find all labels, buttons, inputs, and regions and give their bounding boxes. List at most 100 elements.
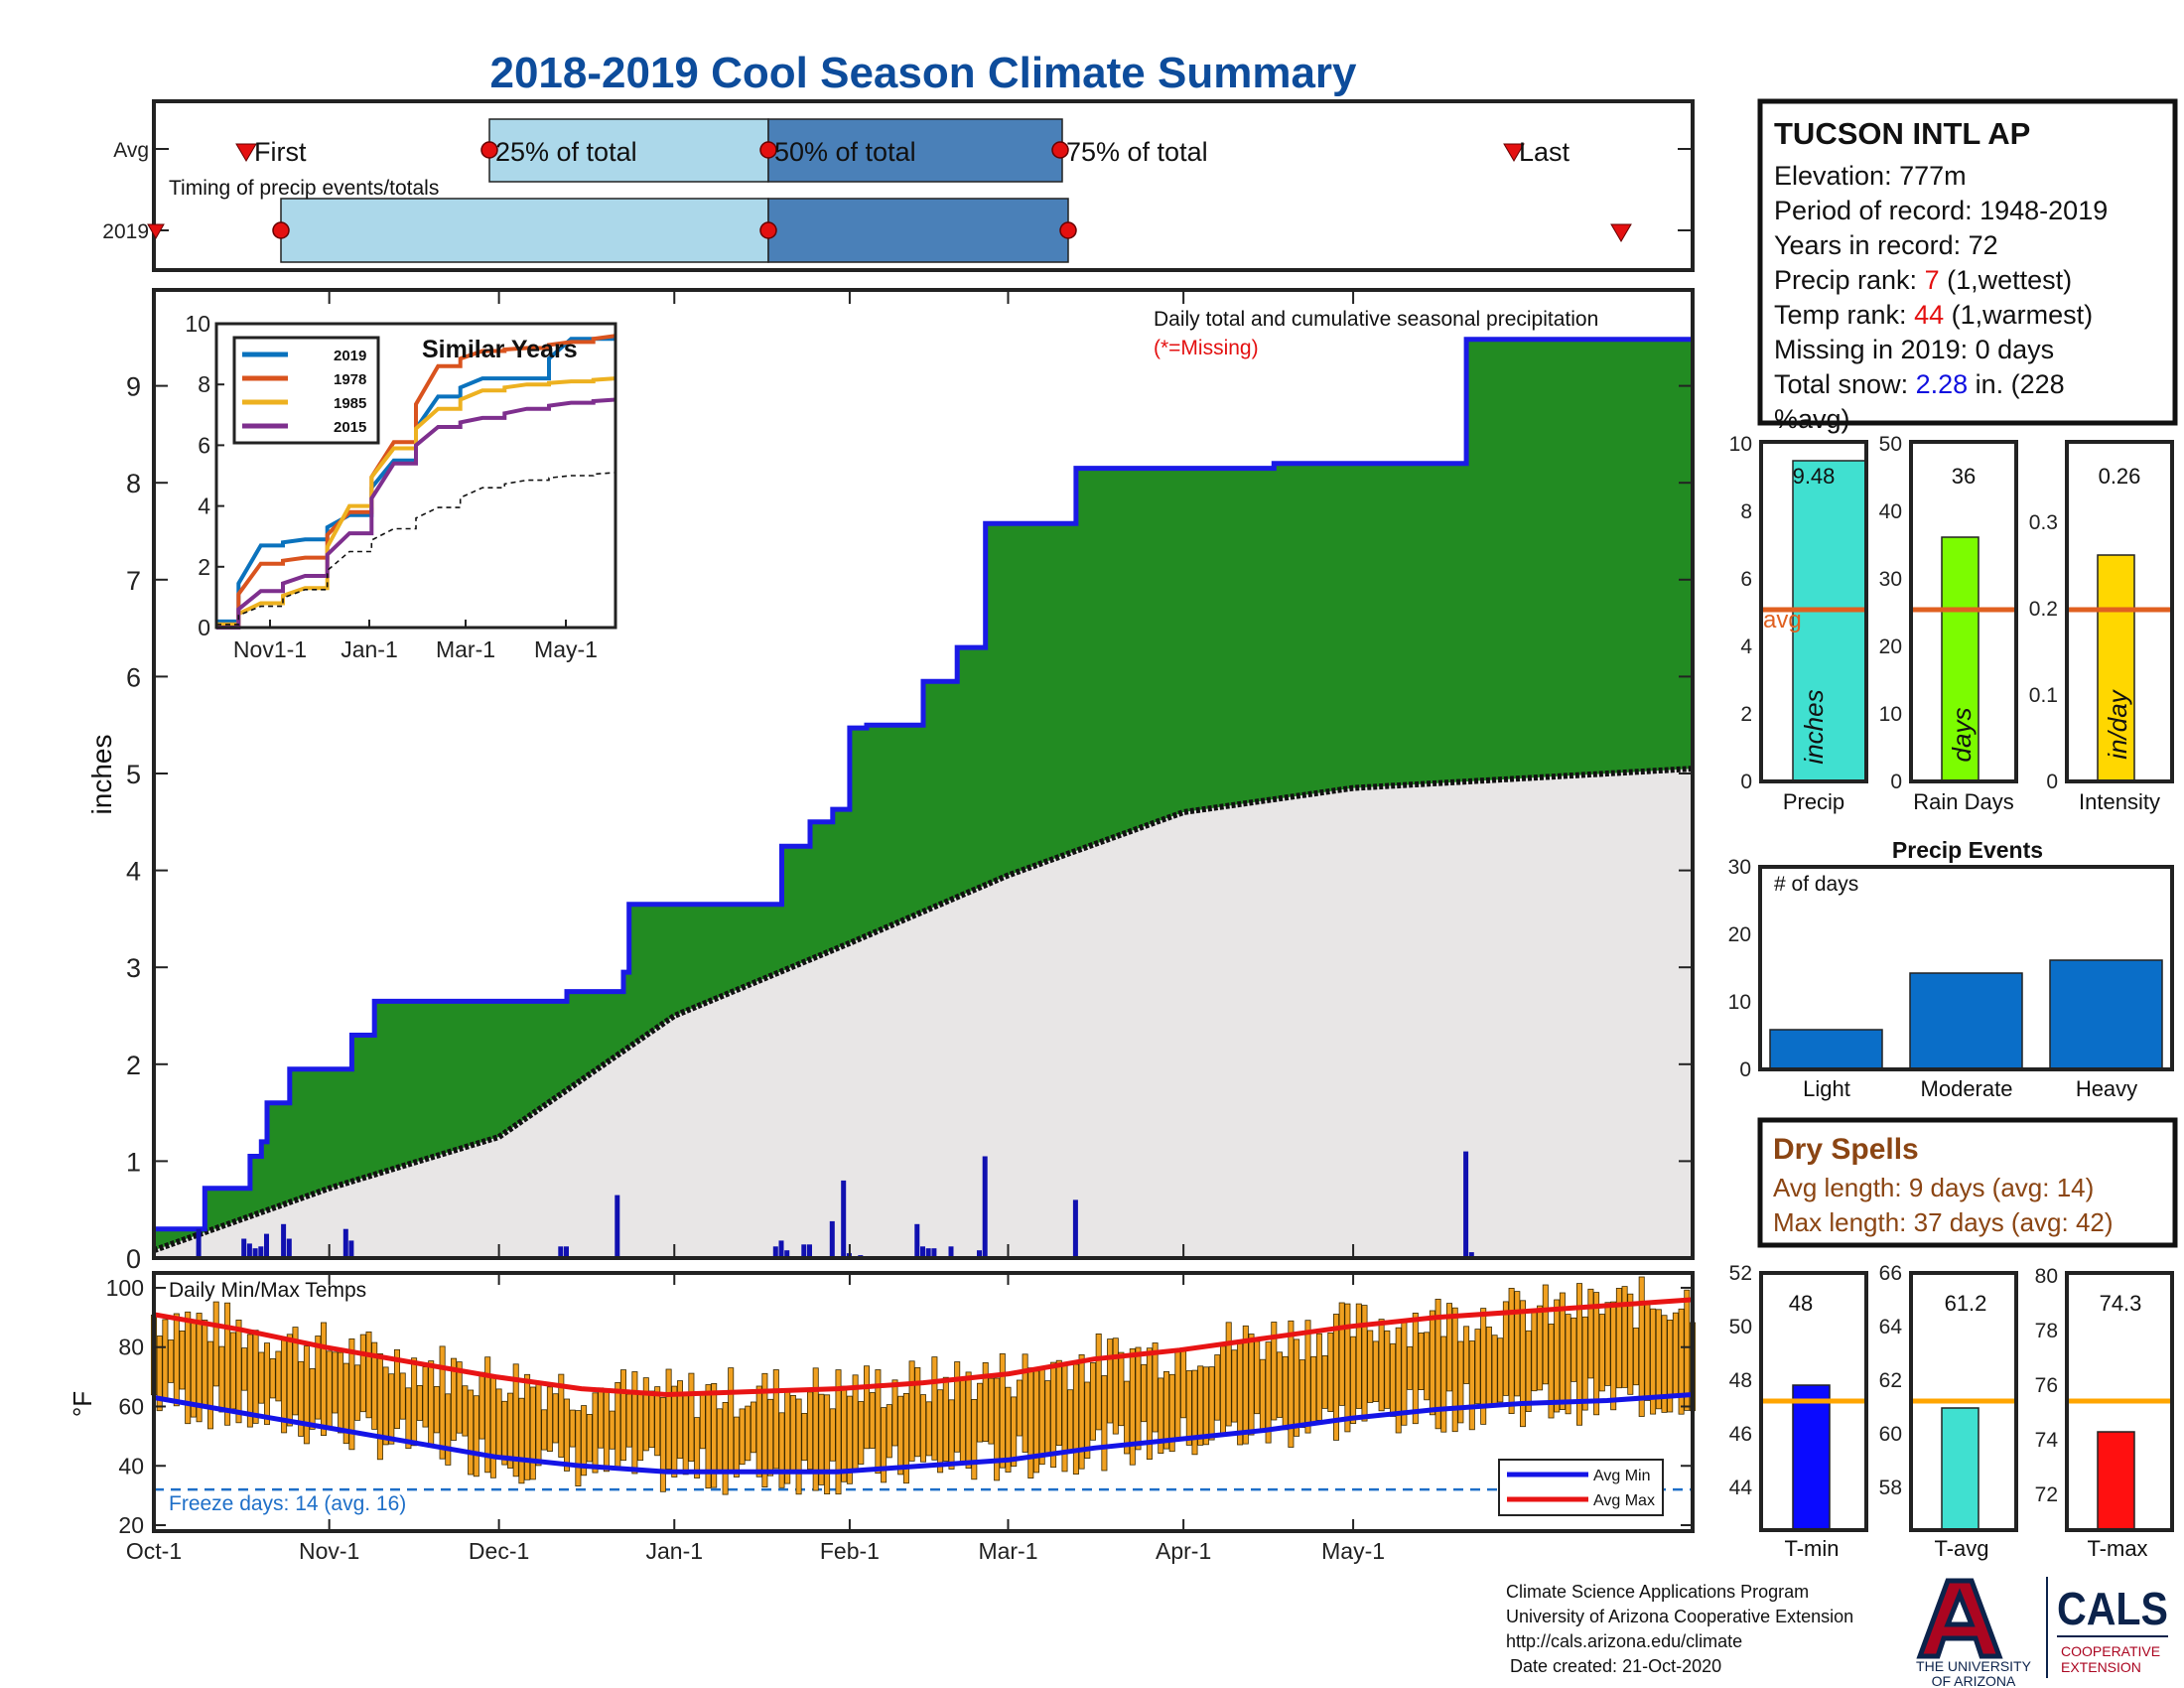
daily-temp-bar: [795, 1398, 802, 1495]
similar-years-title: Similar Years: [422, 336, 578, 363]
p50-marker-avg: [759, 141, 777, 159]
daily-temp-bar: [1061, 1363, 1068, 1473]
daily-precip-bar: [982, 1156, 988, 1258]
daily-temp-bar: [1084, 1381, 1091, 1459]
y-tick-label: 9: [126, 372, 141, 402]
daily-temp-bar: [772, 1369, 779, 1470]
daily-temp-bar: [824, 1394, 831, 1495]
daily-temp-bar: [598, 1387, 605, 1449]
daily-temp-bar: [1548, 1324, 1555, 1419]
daily-temp-bar: [728, 1367, 735, 1472]
svg-text:0.3: 0.3: [2029, 511, 2058, 534]
svg-text:80: 80: [2035, 1265, 2058, 1288]
daily-temp-bar: [1271, 1322, 1278, 1421]
inset-y-tick-label: 8: [198, 371, 210, 397]
daily-temp-bar: [1655, 1309, 1662, 1410]
intensity-label: Intensity: [2079, 789, 2160, 814]
footer-program: Climate Science Applications Program: [1506, 1582, 1809, 1602]
svg-text:4: 4: [1740, 635, 1752, 658]
daily-temp-bar: [1491, 1335, 1498, 1407]
daily-temp-bar: [902, 1393, 909, 1484]
daily-temp-bar: [433, 1386, 440, 1434]
station-years: Years in record: 72: [1774, 230, 1998, 260]
daily-temp-bar: [489, 1376, 496, 1478]
daily-temp-bar: [1418, 1333, 1425, 1391]
daily-temp-bar: [592, 1392, 599, 1474]
daily-temp-bar: [897, 1395, 904, 1476]
svg-text:30: 30: [1728, 856, 1751, 879]
last-marker-avg: [1503, 143, 1525, 162]
daily-temp-bar: [1016, 1379, 1023, 1437]
temp-y-tick-label: 100: [106, 1275, 144, 1301]
daily-temp-bar: [631, 1371, 638, 1475]
p75-marker-avg: [1051, 141, 1069, 159]
daily-precip-bar: [558, 1246, 564, 1258]
daily-temp-bar: [1615, 1288, 1622, 1389]
tmax-value: 74.3: [2100, 1291, 2142, 1316]
station-name: TUCSON INTL AP: [1774, 116, 2030, 151]
daily-temp-bar: [1129, 1348, 1136, 1466]
daily-temp-bar: [1372, 1340, 1379, 1403]
daily-temp-bar: [1429, 1310, 1435, 1416]
average-precip-area: [154, 769, 1693, 1258]
timing-bar-avg-50-75: [767, 118, 1063, 183]
similar-years-plot: [216, 334, 616, 630]
precip-plot-area: [152, 337, 1694, 1258]
similar-years-axes: 0 2 4 6 8 10 Nov1-1 Jan-1 Mar-1 May-1: [185, 311, 598, 662]
first-marker-avg: [235, 143, 257, 162]
daily-temp-bar: [1542, 1284, 1549, 1385]
daily-temp-bar: [716, 1408, 723, 1472]
daily-temp-bar: [1401, 1319, 1408, 1426]
daily-temp-bar: [1191, 1369, 1198, 1456]
daily-temp-bar: [462, 1385, 469, 1437]
svg-text:52: 52: [1729, 1262, 1752, 1285]
daily-temp-bar: [1638, 1276, 1645, 1417]
daily-precip-bar: [778, 1240, 784, 1258]
daily-temp-bar: [286, 1334, 293, 1427]
svg-text:64: 64: [1879, 1316, 1903, 1338]
daily-temp-bar: [1474, 1329, 1481, 1404]
daily-precip-bar: [348, 1240, 354, 1258]
daily-temp-bar: [1304, 1320, 1311, 1434]
temp-y-tick-label: 60: [118, 1393, 144, 1419]
ua-line1: THE UNIVERSITY: [1916, 1658, 2032, 1674]
tmax-y-axis: 72 74 76 78 80: [2035, 1265, 2059, 1506]
daily-temp-bar: [1378, 1319, 1385, 1412]
svg-text:0: 0: [1890, 771, 1902, 793]
precip-stats-panels: 9.48 avg inches Precip 0 2 4 6 8 10 36 d…: [1729, 433, 2174, 814]
daily-temp-bar: [1525, 1330, 1532, 1413]
daily-temp-bar: [1650, 1308, 1657, 1415]
daily-temp-bar: [1367, 1330, 1374, 1403]
daily-temp-bar: [388, 1373, 395, 1445]
y-tick-label: 7: [126, 566, 141, 596]
daily-temp-bar: [682, 1393, 689, 1476]
daily-temp-bar: [711, 1383, 718, 1488]
precip-annotation: Daily total and cumulative seasonal prec…: [1154, 308, 1598, 331]
cumulative-precip-line: [154, 337, 1693, 1232]
daily-precip-bar: [772, 1246, 778, 1258]
daily-precip-bar: [286, 1238, 292, 1258]
daily-temp-bar: [1011, 1396, 1018, 1468]
daily-temp-bar: [1412, 1313, 1419, 1425]
daily-temp-bar: [196, 1313, 203, 1423]
intensity-stat: 0.26 in/day Intensity 0 0.1 0.2 0.3: [2029, 440, 2174, 814]
daily-temp-bar: [1310, 1355, 1317, 1425]
tmax-bar: [2097, 1431, 2135, 1531]
similar-average-line: [216, 472, 616, 626]
svg-text:6: 6: [1740, 568, 1752, 591]
daily-precip-bar: [264, 1233, 269, 1258]
daily-precip-bar: [1468, 1252, 1474, 1258]
raindays-value: 36: [1952, 464, 1976, 489]
daily-temp-bar: [535, 1383, 542, 1467]
daily-temp-bar: [1463, 1326, 1470, 1384]
daily-temp-bar: [1502, 1301, 1509, 1396]
daily-precip-bar: [784, 1250, 790, 1258]
svg-text:76: 76: [2035, 1374, 2058, 1397]
daily-temp-bar: [654, 1386, 661, 1457]
daily-precip-bar: [829, 1220, 835, 1258]
similar-years-legend-items: 2019 1978 1985 2015: [242, 348, 366, 436]
daily-temp-bar: [1168, 1373, 1175, 1453]
daily-temp-bar: [506, 1392, 513, 1469]
daily-temp-bar: [1457, 1340, 1464, 1424]
daily-temp-bar: [473, 1395, 479, 1477]
